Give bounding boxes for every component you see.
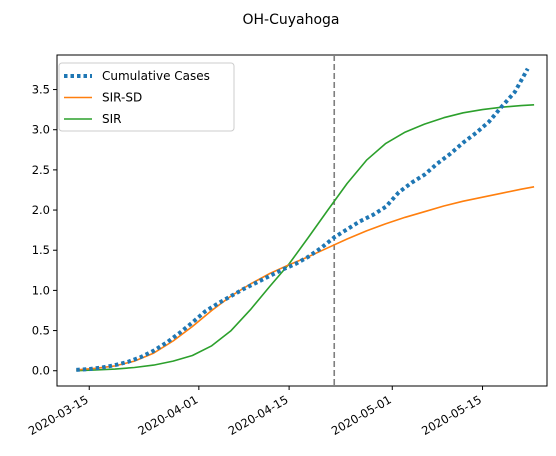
y-axis: 0.0 0.5 1.0 1.5 2.0 2.5 3.0 3.5 (32, 83, 57, 378)
y-tick-label: 2.0 (32, 203, 50, 217)
chart-title: OH-Cuyahoga (242, 12, 339, 28)
y-tick-label: 3.5 (32, 83, 50, 97)
x-tick-label: 2020-04-01 (135, 392, 200, 438)
legend: Cumulative Cases SIR-SD SIR (58, 62, 235, 132)
x-tick-label: 2020-05-15 (419, 392, 484, 438)
legend-label-sir-sd: SIR-SD (102, 91, 142, 105)
x-tick-label: 2020-03-15 (26, 392, 91, 438)
legend-label-cumulative-cases: Cumulative Cases (102, 69, 210, 83)
x-tick-label: 2020-04-15 (226, 392, 291, 438)
x-tick-label: 2020-05-01 (329, 392, 394, 438)
y-tick-label: 1.0 (32, 283, 50, 297)
plot-frame (56, 54, 548, 387)
series-line-sir (76, 104, 535, 372)
plot-area (76, 55, 535, 386)
y-tick-label: 0.5 (32, 324, 50, 338)
series-line-sir-sd (76, 186, 535, 371)
y-tick-label: 3.0 (32, 123, 50, 137)
legend-box (58, 62, 235, 132)
y-tick-label: 2.5 (32, 163, 50, 177)
y-tick-label: 0.0 (32, 364, 50, 378)
legend-label-sir: SIR (102, 112, 122, 126)
y-tick-label: 1.5 (32, 243, 50, 257)
series-line-cumulative-cases (76, 67, 530, 372)
x-axis: 2020-03-15 2020-04-01 2020-04-15 2020-05-01… (26, 386, 484, 438)
